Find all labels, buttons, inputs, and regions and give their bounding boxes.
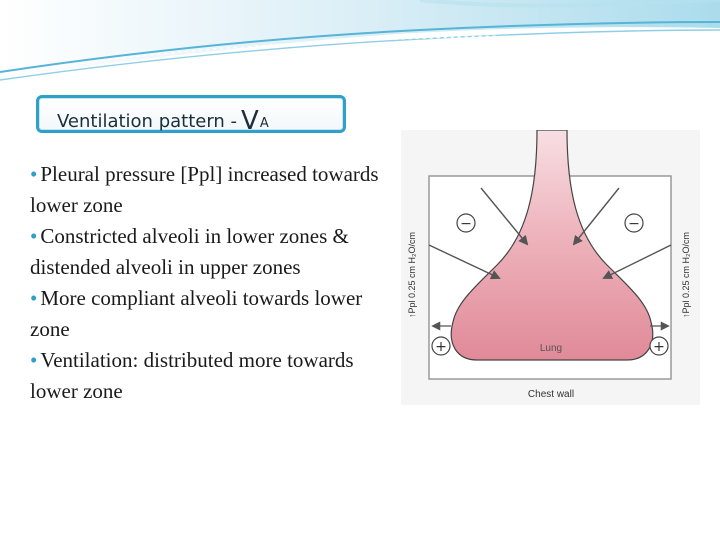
slide-title-main: Ventilation pattern - [57, 111, 238, 132]
lung-label: Lung [540, 343, 562, 354]
plus-sign: + [435, 339, 447, 355]
slide-title-subscript: A [259, 116, 269, 131]
lung-shape [450, 130, 654, 361]
slide-title-symbol: V [241, 106, 259, 136]
bullet-list: • Pleural pressure [Ppl] increased toward… [30, 159, 400, 407]
plus-circle [431, 336, 451, 356]
pressure-arrow [428, 244, 501, 280]
bullet-marker: • [30, 286, 38, 310]
bullet-item: • More compliant alveoli towards lower zo… [30, 283, 400, 345]
minus-circle [456, 213, 476, 233]
pressure-arrow [480, 187, 529, 246]
minus-sign: − [460, 216, 472, 232]
pressure-arrow [572, 187, 620, 246]
pressure-arrow [602, 244, 672, 279]
bullet-marker: • [30, 162, 38, 186]
left-axis-label: ↑Ppl 0.25 cm H₂O/cm [407, 232, 417, 318]
bullet-text: Pleural pressure [Ppl] increased towards… [30, 162, 379, 217]
minus-circle [624, 213, 644, 233]
bullet-text: More compliant alveoli towards lower zon… [30, 286, 363, 341]
bullet-text: Ventilation: distributed more towards lo… [30, 348, 354, 403]
bullet-item: • Pleural pressure [Ppl] increased toward… [30, 159, 400, 221]
slide-title: Ventilation pattern - VA [57, 104, 269, 136]
chest-wall-label: Chest wall [528, 389, 574, 400]
pleural-pressure-diagram: − − + + Lung Chest wall ↑Ppl 0.25 cm H₂O… [401, 130, 700, 405]
minus-sign: − [628, 216, 640, 232]
right-axis-label: ↑Ppl 0.25 cm H₂O/cm [681, 232, 691, 318]
plus-circle [649, 336, 669, 356]
header-decoration [0, 0, 720, 81]
bullet-item: • Ventilation: distributed more towards l… [30, 345, 400, 407]
slide-title-box: Ventilation pattern - VA [36, 95, 346, 136]
bullet-marker: • [30, 348, 38, 372]
bullet-item: • Constricted alveoli in lower zones & di… [30, 221, 400, 283]
plus-sign: + [653, 339, 665, 355]
bullet-text: Constricted alveoli in lower zones & dis… [30, 224, 349, 279]
bullet-marker: • [30, 224, 38, 248]
